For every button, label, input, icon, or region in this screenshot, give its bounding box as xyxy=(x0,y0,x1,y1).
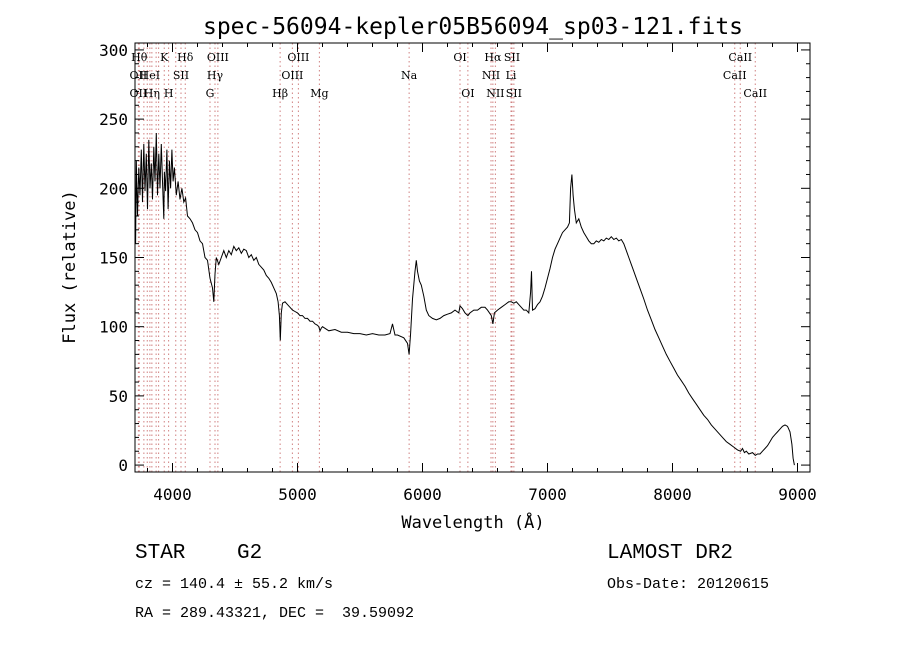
y-axis-ticks: 0 50 100 150 200 250 300 xyxy=(99,41,810,475)
line-label-21: Na xyxy=(401,69,418,82)
line-label-10: H xyxy=(164,87,174,100)
y-tick-label-0: 0 xyxy=(118,456,128,475)
line-label-19: OIII xyxy=(287,51,309,64)
x-tick-label-6000: 6000 xyxy=(403,485,442,504)
reference-lines xyxy=(137,43,756,472)
y-tick-label-300: 300 xyxy=(99,41,128,60)
line-label-15: Hγ xyxy=(207,69,224,82)
line-label-0: Hθ xyxy=(131,51,148,64)
line-label-9: K xyxy=(160,51,169,64)
line-label-18: OIII xyxy=(281,69,303,82)
line-label-2: OII xyxy=(130,87,148,100)
line-label-26: NII xyxy=(486,87,504,100)
x-tick-label-9000: 9000 xyxy=(778,485,817,504)
line-label-25: Hα xyxy=(484,51,502,64)
y-tick-label-150: 150 xyxy=(99,249,128,268)
line-label-1: OII xyxy=(130,69,148,82)
line-label-20: Mg xyxy=(310,87,328,100)
x-axis-ticks: 4000 5000 6000 7000 8000 9000 xyxy=(147,43,817,504)
x-tick-label-5000: 5000 xyxy=(278,485,317,504)
redshift-cz: cz = 140.4 ± 55.2 km/s xyxy=(135,576,334,593)
y-tick-label-250: 250 xyxy=(99,110,128,129)
line-label-32: CaII xyxy=(743,87,767,100)
line-label-13: Hδ xyxy=(177,51,194,64)
chart-title: spec-56094-kepler05B56094_sp03-121.fits xyxy=(203,14,743,40)
x-tick-label-7000: 7000 xyxy=(528,485,567,504)
obs-date: Obs-Date: 20120615 xyxy=(607,576,770,593)
line-label-12: SII xyxy=(173,69,189,82)
line-label-27: Li xyxy=(506,69,517,82)
object-subclass: G2 xyxy=(237,542,263,565)
x-tick-label-4000: 4000 xyxy=(153,485,192,504)
y-tick-label-200: 200 xyxy=(99,179,128,198)
line-label-22: OI xyxy=(453,51,466,64)
x-axis-label: Wavelength (Å) xyxy=(401,511,544,533)
line-label-14: G xyxy=(206,87,215,100)
y-tick-label-50: 50 xyxy=(109,387,128,406)
line-label-5: HeI xyxy=(140,69,160,82)
y-tick-label-100: 100 xyxy=(99,318,128,337)
line-label-31: CaII xyxy=(728,51,752,64)
x-tick-label-8000: 8000 xyxy=(653,485,692,504)
line-label-17: Hβ xyxy=(272,87,288,100)
line-label-28: SII xyxy=(504,51,520,64)
plot-frame xyxy=(134,42,811,473)
line-label-29: SII xyxy=(506,87,522,100)
ra-dec: RA = 289.43321, DEC = 39.59092 xyxy=(135,605,415,622)
line-label-23: OI xyxy=(461,87,474,100)
y-axis-label: Flux (relative) xyxy=(60,190,80,344)
line-label-16: OIII xyxy=(207,51,229,64)
survey-name: LAMOST DR2 xyxy=(607,542,734,565)
spectrum-line xyxy=(134,132,795,466)
object-class: STAR xyxy=(135,542,186,565)
line-label-6: Hη xyxy=(144,87,160,100)
line-label-24: NII xyxy=(482,69,500,82)
line-labels: HθOIIOIIHeIHηKHSIIHδGHγOIIIHβOIIIOIIIMgN… xyxy=(130,51,768,100)
line-label-30: CaII xyxy=(723,69,747,82)
